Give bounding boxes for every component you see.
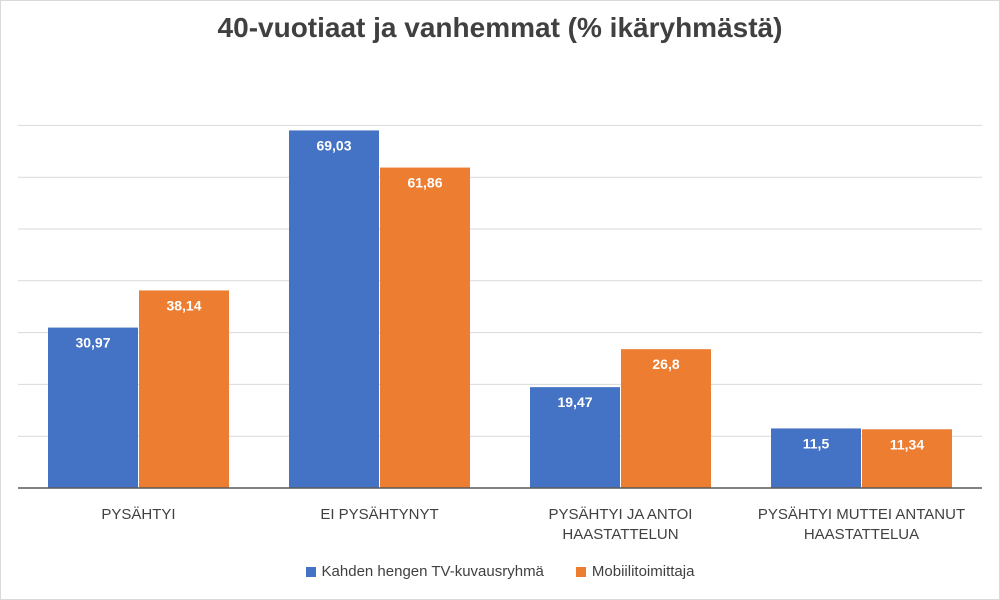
chart-title: 40-vuotiaat ja vanhemmat (% ikäryhmästä) — [217, 12, 783, 43]
data-label: 26,8 — [652, 356, 679, 372]
category-label: PYSÄHTYI — [101, 506, 175, 523]
data-label: 69,03 — [316, 137, 351, 153]
bar — [530, 387, 620, 488]
bar — [289, 130, 379, 488]
legend-label-tv-crew: Kahden hengen TV-kuvausryhmä — [321, 563, 544, 580]
category-label: PYSÄHTYI MUTTEI ANTANUT — [758, 506, 965, 523]
bar — [621, 349, 711, 488]
data-label: 11,34 — [890, 436, 924, 452]
data-label: 19,47 — [557, 394, 592, 410]
category-label: HAASTATTELUA — [804, 526, 919, 543]
legend-swatch-tv-crew — [305, 566, 316, 577]
data-label: 61,86 — [407, 175, 442, 191]
data-label: 30,97 — [75, 335, 110, 351]
legend-label-mobile-journalist: Mobiilitoimittaja — [591, 563, 695, 580]
category-label: PYSÄHTYI JA ANTOI — [549, 506, 693, 523]
category-label: HAASTATTELUN — [562, 526, 678, 543]
bar — [48, 327, 138, 488]
legend: Kahden hengen TV-kuvausryhmä Mobiilitoim… — [0, 563, 1000, 580]
category-label: EI PYSÄHTYNYT — [320, 506, 438, 523]
legend-item-mobile-journalist: Mobiilitoimittaja — [575, 563, 695, 580]
bar — [862, 429, 952, 488]
legend-swatch-mobile-journalist — [575, 566, 586, 577]
bar — [380, 167, 470, 489]
bar — [771, 428, 861, 488]
legend-item-tv-crew: Kahden hengen TV-kuvausryhmä — [305, 563, 544, 580]
data-label: 38,14 — [166, 297, 201, 313]
data-label: 11,5 — [803, 435, 830, 451]
bar — [139, 290, 229, 488]
